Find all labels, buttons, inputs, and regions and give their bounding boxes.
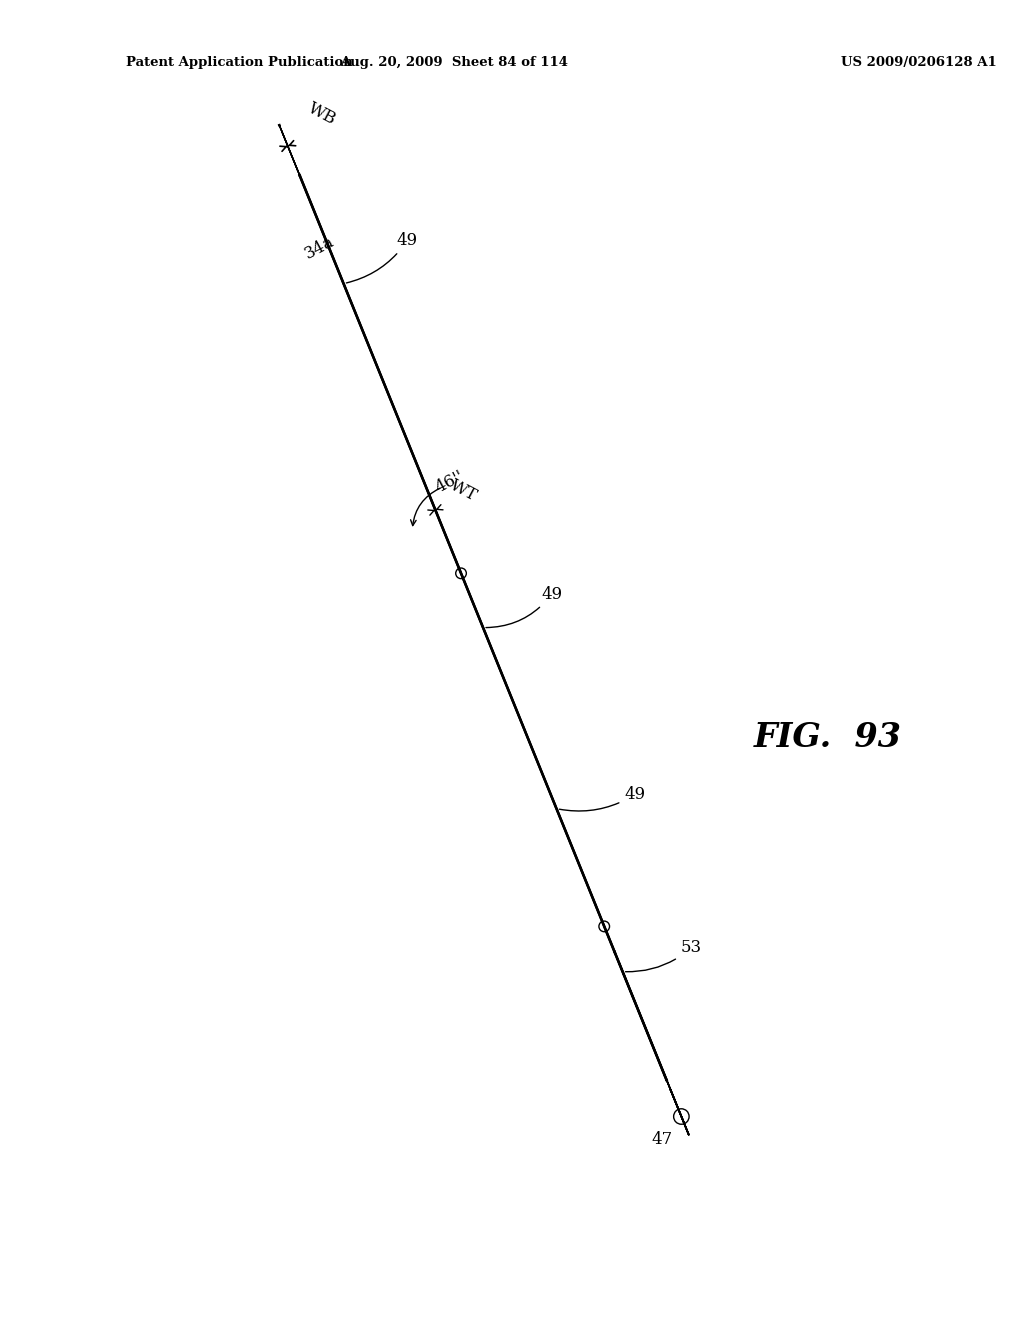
Text: Patent Application Publication: Patent Application Publication xyxy=(126,57,352,69)
Text: 49: 49 xyxy=(559,785,645,810)
Text: 53: 53 xyxy=(626,940,701,972)
Text: Aug. 20, 2009  Sheet 84 of 114: Aug. 20, 2009 Sheet 84 of 114 xyxy=(340,57,568,69)
Text: 46'': 46'' xyxy=(433,467,467,496)
Text: 47: 47 xyxy=(651,1131,673,1148)
Text: 49: 49 xyxy=(346,232,418,282)
Text: US 2009/0206128 A1: US 2009/0206128 A1 xyxy=(841,57,996,69)
Text: WB: WB xyxy=(305,100,339,128)
Text: FIG.  93: FIG. 93 xyxy=(754,721,902,754)
Text: 49: 49 xyxy=(486,586,562,627)
Text: 34a: 34a xyxy=(301,232,337,263)
Text: WT: WT xyxy=(447,477,480,506)
